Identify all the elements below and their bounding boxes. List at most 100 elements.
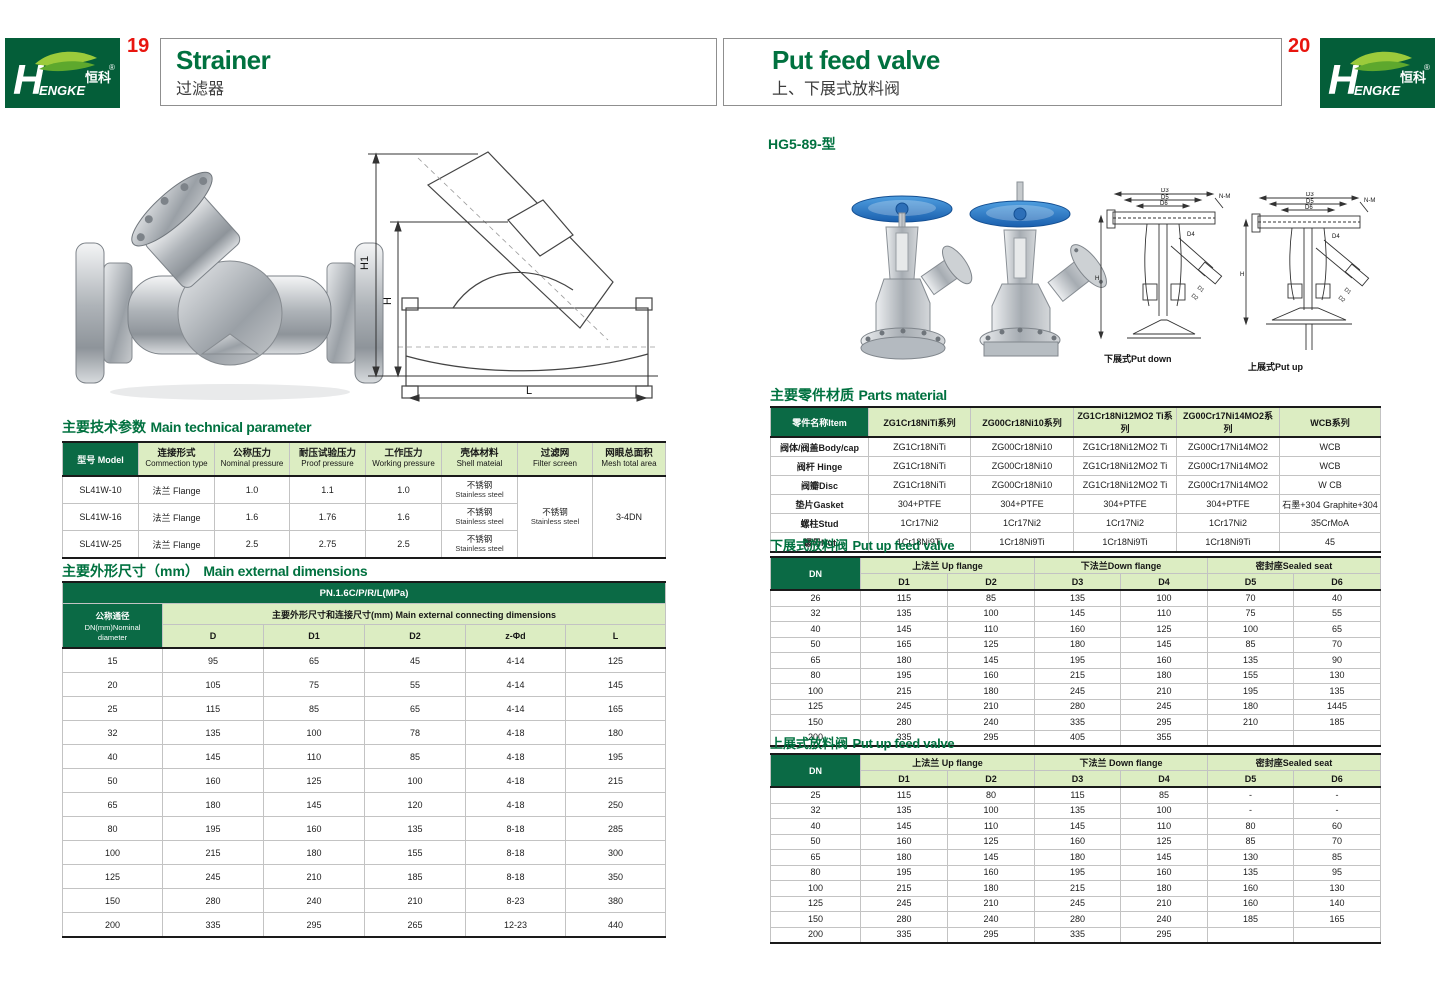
table-cell: 60 — [1293, 818, 1382, 835]
dn-header: 公称通径 DN(mm)Nominal diameter — [62, 603, 163, 649]
table-cell: 8-18 — [465, 840, 566, 865]
table-row: 25 115 85 65 4-14 165 — [62, 696, 667, 721]
table-cell: 180 — [860, 849, 948, 866]
svg-text:H1: H1 — [359, 256, 371, 270]
table-cell: 295 — [946, 926, 1036, 944]
table-cell: 210 — [263, 864, 365, 889]
svg-text:L: L — [526, 385, 532, 397]
table-cell: 100 — [62, 840, 163, 865]
table-cell: 215 — [860, 880, 948, 897]
table-cell: 135 — [162, 720, 264, 745]
svg-text:D5: D5 — [1161, 195, 1169, 201]
table-cell: 100 — [946, 605, 1036, 622]
caption-putdown: 下展式Put down — [1104, 354, 1172, 364]
table-cell: 355 — [1120, 729, 1209, 747]
table-cell: 垫片Gasket — [770, 494, 869, 514]
table-cell: 75 — [263, 672, 365, 697]
brand-logo-right: H ENGKE 恒科 ® — [1320, 38, 1435, 108]
table-cell: 180 — [1120, 880, 1209, 897]
table-cell: 125 — [263, 768, 365, 793]
table-cell: 145 — [1034, 818, 1122, 835]
table-row: 100 215 180 215 180 160 130 — [770, 880, 1382, 897]
table-cell: 85 — [946, 589, 1036, 607]
table-cell: 145 — [1120, 849, 1209, 866]
section-title-dims: 主要外形尺寸（mm） Main external dimensions — [62, 563, 368, 579]
table-cell: 195 — [860, 667, 948, 684]
table-cell: 335 — [860, 926, 948, 944]
table-cell: 65 — [1293, 621, 1382, 638]
table-cell: 1Cr17Ni2 — [1176, 513, 1280, 533]
table-cell: 135 — [1034, 589, 1122, 607]
table-cell: 110 — [263, 744, 365, 769]
table-body: 26 115 85 135 100 70 40 32 135 100 145 110 75 55 40 145… — [770, 589, 1382, 747]
parts-material-table: 零件名称Item ZG1Cr18NiTi系列 ZG00Cr18Ni10系列 ZG… — [770, 406, 1381, 553]
table-cell: 304+PTFE — [970, 494, 1074, 514]
table-cell: 200 — [770, 729, 861, 747]
svg-text:D4: D4 — [1187, 232, 1195, 238]
table-cell: 245 — [860, 895, 948, 912]
table-cell: 4-18 — [465, 720, 566, 745]
table-cell: 195 — [1034, 864, 1122, 881]
table-cell: 65 — [263, 647, 365, 673]
svg-text:N-M: N-M — [1364, 198, 1375, 204]
table-row: SL41W-16 法兰 Flange 1.6 1.76 1.6 不锈钢 Stain… — [62, 503, 666, 531]
table-cell: 145 — [946, 849, 1036, 866]
table-cell: 195 — [162, 816, 264, 841]
svg-text:D2: D2 — [1337, 295, 1346, 304]
table-cell: 245 — [1034, 895, 1122, 912]
table-row: 150 280 240 335 295 210 185 — [770, 714, 1382, 731]
table-cell: 285 — [564, 816, 667, 841]
table-row: 80 195 160 135 8-18 285 — [62, 816, 667, 841]
table-cell: - — [1293, 786, 1382, 804]
table-cell: 阀杆 Hinge — [770, 456, 869, 476]
table-cell: 160 — [1034, 833, 1122, 850]
valve-photo-up — [962, 180, 1110, 372]
filter-screen-cell: 不锈钢 Stainless steel — [517, 475, 593, 559]
table-cell: 135 — [364, 816, 466, 841]
table-row: 80 195 160 215 180 155 130 — [770, 667, 1382, 684]
table-cell: 280 — [162, 888, 264, 913]
table-cell: 115 — [1034, 786, 1122, 804]
table-cell: 300 — [564, 840, 667, 865]
table-cell: 40 — [62, 744, 163, 769]
hengke-logo-icon: H ENGKE 恒科 ® — [13, 51, 115, 103]
table-cell: 85 — [364, 744, 466, 769]
table-cell: 335 — [1034, 926, 1122, 944]
table-cell: 240 — [1120, 911, 1209, 928]
table-cell — [1207, 926, 1295, 944]
table-cell: 150 — [770, 714, 861, 731]
table-cell: 180 — [1034, 636, 1122, 653]
table-cell: 215 — [860, 683, 948, 700]
table-cell: 100 — [364, 768, 466, 793]
table-cell: 125 — [770, 698, 861, 715]
table-cell: 45 — [1279, 532, 1381, 553]
table-cell: 32 — [770, 605, 861, 622]
col-header: 公称压力 Nominal pressure — [214, 441, 290, 477]
table-cell: 110 — [946, 818, 1036, 835]
table-cell: 245 — [162, 864, 264, 889]
table-cell: 85 — [1120, 786, 1209, 804]
table-cell: 100 — [1207, 621, 1295, 638]
table-cell: 4-14 — [465, 672, 566, 697]
table-cell: ZG1Cr18Ni12MO2 Ti — [1073, 456, 1177, 476]
table-cell: 115 — [162, 696, 264, 721]
table-row: SL41W-25 法兰 Flange 2.5 2.75 2.5 不锈钢 Stain… — [62, 530, 666, 559]
mesh-area-cell: 3-4DN — [592, 475, 666, 559]
table-cell: 35CrMoA — [1279, 513, 1381, 533]
table-cell: 80 — [62, 816, 163, 841]
table-cell: 160 — [946, 667, 1036, 684]
table-cell: 100 — [946, 802, 1036, 819]
svg-text:®: ® — [1424, 63, 1430, 72]
dn-header: DN — [770, 556, 861, 591]
valve-drawing-putdown: D3 D5 D6 N-M D4 H D1 D2 — [1093, 188, 1235, 355]
table-cell: 8-23 — [465, 888, 566, 913]
table-cell: - — [1293, 802, 1382, 819]
table-cell: 240 — [946, 911, 1036, 928]
table-cell: 40 — [1293, 589, 1382, 607]
table-cell — [1293, 729, 1382, 747]
table-cell: 70 — [1207, 589, 1295, 607]
table-cell: 145 — [564, 672, 667, 697]
table-cell: 215 — [564, 768, 667, 793]
table-cell: 280 — [860, 714, 948, 731]
table-cell: 80 — [946, 786, 1036, 804]
